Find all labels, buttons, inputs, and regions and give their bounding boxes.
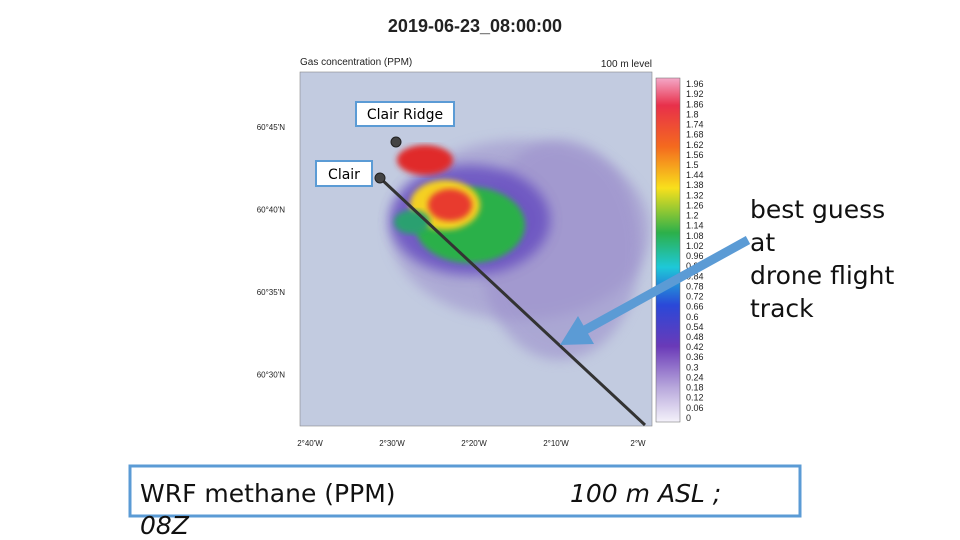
colorbar-label: 0.42 — [686, 342, 704, 352]
note-line: drone flight — [750, 261, 894, 290]
colorbar-labels: 1.961.921.861.81.741.681.621.561.51.441.… — [686, 79, 704, 423]
colorbar — [655, 77, 681, 423]
lon-label: 2°30'W — [379, 439, 405, 448]
arrow-head — [560, 316, 594, 345]
footer-box — [128, 464, 802, 518]
note-line: best guess — [750, 195, 885, 224]
colorbar-label: 0.72 — [686, 292, 704, 302]
lat-label: 60°45'N — [257, 123, 286, 132]
colorbar-label: 1.08 — [686, 231, 704, 241]
lat-label: 60°35'N — [257, 288, 286, 297]
colorbar-label: 0.66 — [686, 302, 704, 312]
note-line: track — [750, 294, 814, 323]
lon-label: 2°10'W — [543, 439, 569, 448]
label-box — [315, 160, 373, 187]
colorbar-label: 0.78 — [686, 281, 704, 291]
colorbar-label: 0.12 — [686, 393, 704, 403]
colorbar-label: 1.8 — [686, 109, 699, 119]
lat-label: 60°40'N — [257, 206, 286, 215]
colorbar-label: 0.24 — [686, 372, 704, 382]
footer-text: 08Z — [140, 511, 190, 540]
colorbar-label: 1.96 — [686, 79, 704, 89]
colorbar-label: 1.26 — [686, 200, 704, 210]
colorbar-label: 0.96 — [686, 251, 704, 261]
colorbar-label: 0.84 — [686, 271, 704, 281]
lon-labels: 2°40'W 2°30'W 2°20'W 2°10'W 2°W — [297, 439, 646, 448]
title: 2019-06-23_08:00:00 — [388, 16, 562, 36]
colorbar-label: 1.5 — [686, 160, 699, 170]
colorbar-label: 0.36 — [686, 352, 704, 362]
track-note: best guess at drone flight track — [750, 195, 894, 323]
colorbar-label: 1.86 — [686, 99, 704, 109]
lat-label: 60°30'N — [257, 371, 286, 380]
site-marker — [390, 136, 402, 148]
track-line — [378, 176, 647, 427]
colorbar-label: 1.2 — [686, 211, 699, 221]
colorbar-label: 0.48 — [686, 332, 704, 342]
site-marker — [374, 172, 386, 184]
plume — [390, 140, 650, 360]
colorbar-label: 1.68 — [686, 130, 704, 140]
colorbar-label: 0.54 — [686, 322, 704, 332]
colorbar-label: 1.92 — [686, 89, 704, 99]
plot-label: Gas concentration (PPM) — [300, 57, 412, 68]
colorbar-label: 1.02 — [686, 241, 704, 251]
colorbar-label: 0.06 — [686, 403, 704, 413]
colorbar-label: 1.14 — [686, 221, 704, 231]
colorbar-label: 1.32 — [686, 190, 704, 200]
lon-label: 2°40'W — [297, 439, 323, 448]
colorbar-label: 1.74 — [686, 120, 704, 130]
site-label: Clair Ridge — [367, 107, 443, 123]
note-line: at — [750, 228, 775, 257]
lat-labels: 60°45'N 60°40'N 60°35'N 60°30'N — [257, 123, 286, 380]
colorbar-label: 0 — [686, 413, 691, 423]
colorbar-label: 0.18 — [686, 383, 704, 393]
plot-label: 100 m level — [601, 59, 652, 70]
colorbar-label: 0.3 — [686, 362, 699, 372]
site-label: Clair — [328, 167, 360, 183]
label-box — [355, 101, 455, 127]
colorbar-label: 1.38 — [686, 180, 704, 190]
arrow-shaft — [582, 236, 751, 334]
footer-text: 100 m ASL ; — [570, 479, 721, 508]
colorbar-label: 1.56 — [686, 150, 704, 160]
lon-label: 2°20'W — [461, 439, 487, 448]
footer-text: WRF methane (PPM) — [140, 479, 396, 508]
colorbar-label: 1.62 — [686, 140, 704, 150]
colorbar-label: 1.44 — [686, 170, 704, 180]
colorbar-label: 0.6 — [686, 312, 699, 322]
lon-label: 2°W — [630, 439, 646, 448]
